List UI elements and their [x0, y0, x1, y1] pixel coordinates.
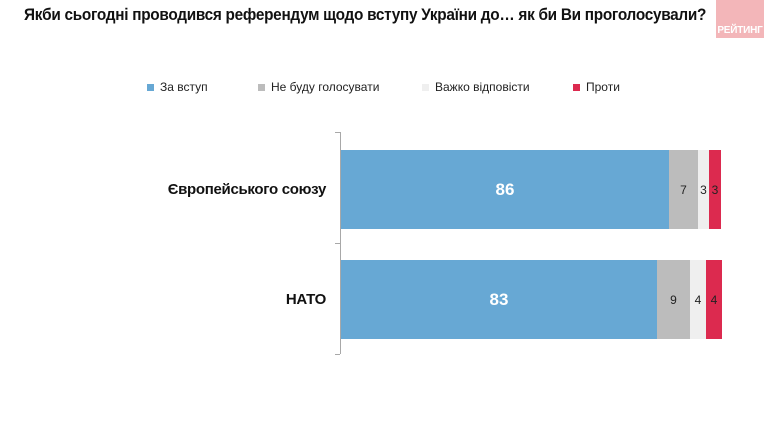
- segment-for: 83: [341, 260, 657, 339]
- legend-item-for: За вступ: [147, 80, 208, 94]
- chart-title: Якби сьогодні проводився референдум щодо…: [24, 6, 707, 24]
- axis-tick: [335, 243, 340, 244]
- segment-against: 4: [706, 260, 722, 339]
- legend-label: Важко відповісти: [435, 80, 530, 94]
- segment-hard-to-say: 3: [698, 150, 709, 229]
- segment-against: 3: [709, 150, 721, 229]
- legend-label: Не буду голосувати: [271, 80, 380, 94]
- legend-swatch-for: [147, 83, 154, 91]
- segment-hard-to-say: 4: [690, 260, 706, 339]
- legend-item-wont-vote: Не буду голосувати: [258, 80, 379, 94]
- legend-label: Проти: [586, 80, 620, 94]
- bar-nato: 83 9 4 4: [341, 260, 722, 339]
- legend-swatch-hard-to-say: [422, 83, 429, 91]
- legend-swatch-against: [573, 83, 580, 91]
- category-label-eu: Європейського союзу: [167, 181, 327, 198]
- segment-for: 86: [341, 150, 669, 229]
- legend-item-hard-to-say: Важко відповісти: [422, 80, 530, 94]
- legend-swatch-wont-vote: [258, 83, 265, 91]
- bar-eu: 86 7 3 3: [341, 150, 721, 229]
- category-label-nato: НАТО: [285, 291, 326, 308]
- segment-wont-vote: 7: [669, 150, 698, 229]
- logo-text: РЕЙТИНГ: [717, 25, 763, 36]
- category-axis: [340, 132, 341, 354]
- legend-item-against: Проти: [573, 80, 620, 94]
- legend-label: За вступ: [160, 80, 208, 94]
- segment-wont-vote: 9: [657, 260, 690, 339]
- axis-tick: [335, 354, 340, 355]
- rating-logo: РЕЙТИНГ: [716, 0, 764, 38]
- axis-tick: [335, 132, 340, 133]
- chart-legend: За вступ Не буду голосувати Важко відпов…: [0, 80, 780, 96]
